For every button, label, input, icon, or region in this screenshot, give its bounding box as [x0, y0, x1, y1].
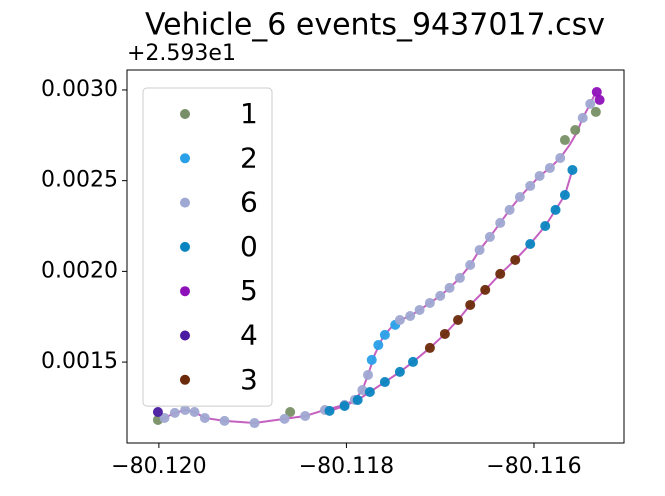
point: [408, 356, 419, 367]
point: [480, 284, 491, 295]
legend-marker: [180, 109, 190, 119]
legend-label: 3: [240, 363, 258, 396]
point: [373, 340, 384, 351]
point: [249, 418, 260, 429]
legend-marker: [180, 374, 190, 385]
legend-marker: [180, 286, 190, 297]
point: [444, 282, 455, 293]
legend-label: 5: [240, 274, 258, 307]
point: [540, 221, 551, 232]
point: [152, 406, 163, 417]
point: [424, 342, 435, 353]
point: [300, 410, 311, 421]
point: [484, 231, 495, 242]
point: [364, 387, 375, 398]
point: [594, 94, 605, 105]
point: [324, 405, 335, 416]
point: [585, 98, 596, 109]
point: [567, 164, 578, 175]
plot-frame: [126, 69, 625, 444]
y-tick-label: 0.0025: [41, 168, 118, 193]
point: [504, 204, 515, 215]
legend-marker: [180, 241, 190, 252]
point: [394, 366, 405, 377]
point: [362, 369, 373, 380]
point: [474, 244, 485, 255]
legend-label: 1: [240, 97, 258, 130]
point: [577, 112, 588, 123]
point: [379, 377, 390, 388]
point: [454, 272, 465, 283]
point: [285, 406, 296, 417]
y-tick-label: 0.0015: [41, 349, 118, 374]
point: [357, 385, 368, 396]
point: [555, 152, 566, 163]
y-offset-text: +2.593e1: [127, 41, 236, 66]
point: [550, 204, 561, 215]
point: [465, 260, 476, 271]
x-tick-label: −80.116: [486, 454, 581, 479]
point: [544, 162, 555, 173]
point: [591, 86, 602, 97]
x-tick-label: −80.120: [111, 454, 206, 479]
legend-box: [142, 87, 273, 407]
point: [495, 217, 506, 228]
point: [159, 412, 170, 423]
point: [424, 297, 435, 308]
x-tick-label: −80.118: [299, 454, 394, 479]
point: [465, 299, 476, 310]
point: [189, 406, 200, 417]
point: [510, 254, 521, 265]
point: [279, 413, 290, 424]
legend-label: 0: [240, 230, 258, 263]
chart-title: Vehicle_6 events_9437017.csv: [145, 8, 605, 43]
point: [414, 305, 425, 316]
point: [435, 290, 446, 301]
point: [339, 400, 350, 411]
point: [495, 268, 506, 279]
point: [525, 180, 536, 191]
point: [405, 311, 416, 322]
point: [590, 106, 601, 117]
legend-marker: [180, 197, 190, 208]
point: [439, 328, 450, 339]
point: [366, 354, 377, 365]
legend-label: 4: [240, 319, 258, 352]
y-tick-label: 0.0030: [41, 77, 118, 102]
legend-marker: [180, 153, 190, 164]
legend-label: 2: [240, 141, 258, 174]
point: [180, 404, 191, 415]
point: [534, 170, 545, 181]
point: [514, 191, 525, 202]
point: [559, 135, 570, 146]
point: [394, 314, 405, 325]
point: [570, 125, 581, 136]
point: [199, 412, 210, 423]
point: [219, 415, 230, 426]
point: [169, 407, 180, 418]
legend-marker: [180, 330, 190, 341]
legend-label: 6: [240, 186, 258, 219]
point: [352, 395, 363, 406]
point: [559, 189, 570, 200]
point: [525, 238, 536, 249]
point: [453, 314, 464, 325]
point: [379, 329, 390, 340]
y-tick-label: 0.0020: [41, 258, 118, 283]
